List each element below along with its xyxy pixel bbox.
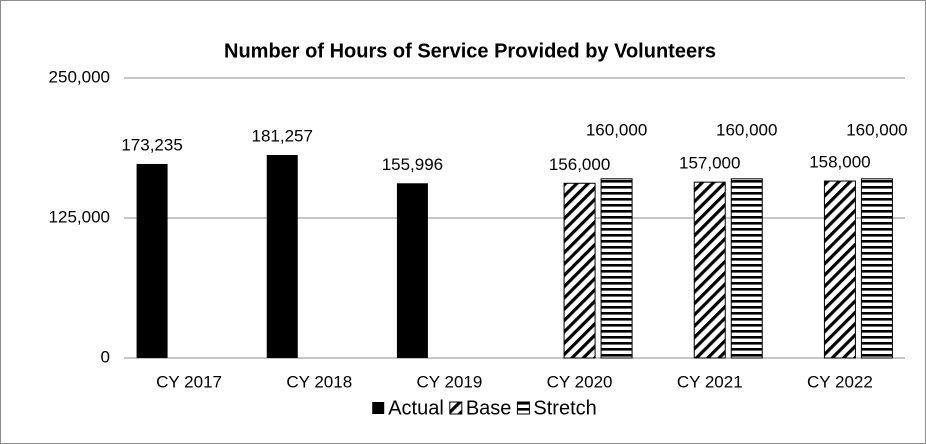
bar (396, 183, 428, 358)
legend-label: Actual (388, 397, 444, 419)
legend-marker (449, 401, 463, 415)
data-label: 157,000 (679, 154, 740, 173)
x-tick-label: CY 2020 (547, 372, 613, 391)
legend-marker (372, 402, 385, 414)
bar (823, 180, 856, 359)
bar (730, 178, 763, 359)
bar (860, 178, 893, 359)
chart-title: Number of Hours of Service Provided by V… (224, 40, 716, 62)
data-label: 181,257 (252, 126, 313, 145)
data-label: 160,000 (586, 120, 647, 139)
bar (600, 178, 633, 359)
x-tick-label: CY 2017 (156, 372, 222, 391)
x-tick-label: CY 2022 (807, 372, 873, 391)
legend-marker (516, 401, 530, 415)
y-tick-label: 0 (101, 347, 110, 366)
data-label: 158,000 (809, 153, 870, 172)
legend-label: Base (466, 397, 512, 419)
legend-label: Stretch (533, 397, 596, 419)
x-tick-label: CY 2019 (416, 372, 482, 391)
bar (266, 154, 298, 358)
x-tick-label: CY 2018 (286, 372, 352, 391)
y-tick-label: 125,000 (49, 207, 110, 226)
data-label: 173,235 (121, 135, 182, 154)
y-tick-label: 250,000 (49, 67, 110, 86)
x-tick-label: CY 2021 (677, 372, 743, 391)
data-label: 156,000 (549, 155, 610, 174)
data-label: 160,000 (716, 120, 777, 139)
bar (693, 181, 726, 359)
bar (136, 163, 168, 358)
data-label: 155,996 (382, 155, 443, 174)
bar (563, 182, 596, 359)
data-label: 160,000 (846, 120, 907, 139)
